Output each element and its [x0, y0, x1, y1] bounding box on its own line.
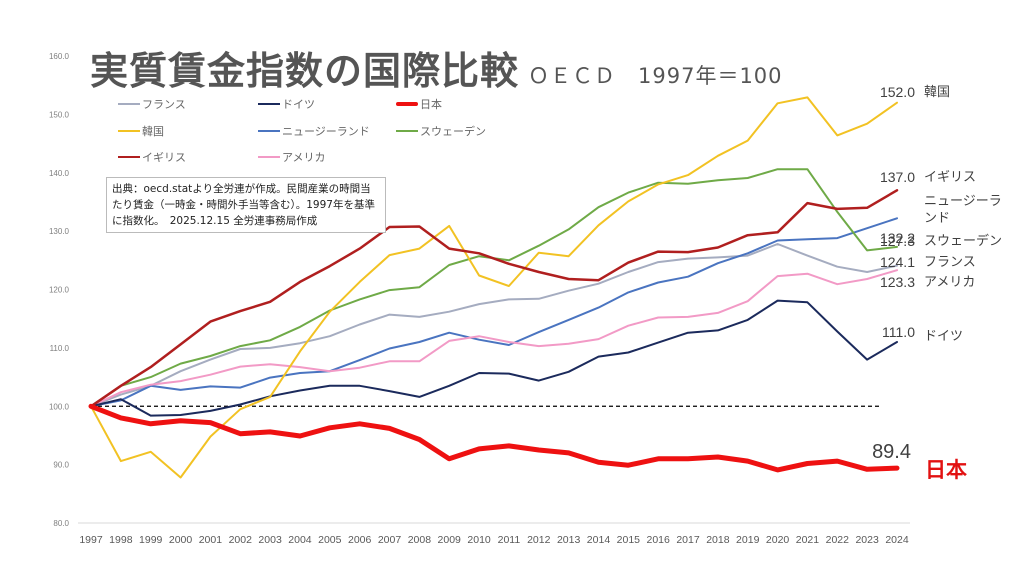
series-line-3 — [90, 96, 898, 479]
legend-item-germany: ドイツ — [258, 96, 315, 112]
end-value-label: 137.0 — [880, 169, 915, 185]
end-series-name: イギリス — [924, 170, 976, 185]
x-tick-label: 2002 — [229, 534, 253, 546]
end-series-name: アメリカ — [924, 275, 975, 290]
legend-item-korea: 韓国 — [118, 123, 164, 139]
end-value-label: 89.4 — [872, 441, 911, 463]
end-value-label: 124.1 — [880, 254, 915, 270]
series-lines — [88, 96, 900, 479]
x-tick-label: 2004 — [288, 534, 312, 546]
legend-label: フランス — [142, 98, 186, 111]
legend-swatch — [396, 130, 418, 132]
y-tick-label: 80.0 — [53, 519, 69, 528]
end-value-label: 152.0 — [880, 84, 915, 100]
legend-item-france: フランス — [118, 96, 186, 112]
series-line-6 — [89, 189, 899, 408]
x-tick-label: 2009 — [438, 534, 462, 546]
series-line-4 — [90, 217, 898, 408]
chart-subtitle: ＯＥＣＤ 1997年＝100 — [528, 64, 783, 88]
legend-swatch — [258, 103, 280, 105]
legend-swatch — [118, 130, 140, 132]
end-value-label: 132.2 — [880, 230, 915, 246]
end-series-name: ドイツ — [924, 329, 963, 344]
x-tick-label: 2001 — [199, 534, 223, 546]
x-tick-label: 2017 — [676, 534, 700, 546]
end-labels: 124.1 フランス 111.0 ドイツ 89.4 日本 152.0 韓国 132.2 ニュージー… — [872, 84, 1002, 482]
legend-label: イギリス — [142, 151, 186, 164]
end-series-name: ンド — [924, 211, 950, 226]
y-tick-label: 150.0 — [49, 110, 70, 119]
x-tick-label: 2023 — [855, 534, 879, 546]
legend-item-usa: アメリカ — [258, 149, 325, 165]
x-tick-label: 2024 — [885, 534, 909, 546]
end-series-name: ニュージーラ — [924, 194, 1002, 209]
x-tick-label: 2018 — [706, 534, 730, 546]
legend-label: 日本 — [420, 98, 442, 111]
x-tick-label: 2007 — [378, 534, 402, 546]
x-tick-label: 2013 — [557, 534, 581, 546]
legend-label: スウェーデン — [420, 125, 486, 138]
x-tick-label: 2015 — [617, 534, 641, 546]
end-value-label: 123.3 — [880, 274, 915, 290]
legend-swatch — [118, 103, 140, 105]
legend-label: アメリカ — [282, 151, 326, 164]
end-value-label: 127.3 — [880, 233, 915, 249]
y-tick-label: 110.0 — [50, 344, 70, 353]
x-tick-label: 2003 — [258, 534, 282, 546]
end-value-label: 111.0 — [882, 324, 915, 340]
legend-item-new-zealand: ニュージーランド — [258, 123, 370, 139]
x-tick-label: 2008 — [408, 534, 432, 546]
y-tick-label: 100.0 — [49, 402, 70, 411]
series-line-0 — [90, 243, 898, 408]
legend-label: ドイツ — [282, 98, 315, 111]
y-tick-label: 160.0 — [49, 52, 70, 61]
x-tick-label: 1998 — [109, 534, 133, 546]
legend-swatch — [118, 156, 140, 158]
y-tick-label: 140.0 — [49, 169, 70, 178]
y-axis-ticks: 80.0 90.0 100.0 110.0 120.0 130.0 140.0 150.0 16… — [49, 52, 70, 528]
end-series-name: 韓国 — [924, 85, 950, 100]
end-series-name: スウェーデン — [924, 233, 1002, 249]
series-line-2 — [88, 403, 900, 473]
series-line-1 — [90, 299, 898, 417]
legend-item-japan: 日本 — [396, 96, 442, 112]
x-tick-label: 2016 — [647, 534, 671, 546]
x-tick-label: 2020 — [766, 534, 790, 546]
legend-swatch — [258, 130, 280, 132]
x-tick-label: 2021 — [796, 534, 820, 546]
x-tick-label: 2000 — [169, 534, 193, 546]
x-tick-label: 2010 — [467, 534, 491, 546]
x-tick-label: 2011 — [498, 534, 521, 546]
legend-swatch — [396, 102, 418, 106]
legend-item-sweden: スウェーデン — [396, 123, 486, 139]
x-tick-label: 2006 — [348, 534, 372, 546]
legend-swatch — [258, 156, 280, 158]
x-axis-ticks: 1997 1998 1999 2000 2001 2002 2003 2004 2005 2006… — [79, 534, 909, 546]
end-series-name: 日本 — [925, 458, 967, 482]
x-tick-label: 2012 — [527, 534, 551, 546]
source-note: 出典：oecd.statより全労連が作成。民間産業の時間当たり賃金（一時金・時間… — [106, 177, 386, 233]
y-tick-label: 90.0 — [53, 461, 69, 470]
x-tick-label: 2022 — [826, 534, 850, 546]
legend-label: ニュージーランド — [282, 125, 370, 138]
y-tick-label: 130.0 — [49, 227, 70, 236]
x-tick-label: 2019 — [736, 534, 760, 546]
x-tick-label: 2005 — [318, 534, 342, 546]
x-tick-label: 2014 — [587, 534, 611, 546]
legend-label: 韓国 — [142, 125, 164, 138]
x-tick-label: 1999 — [139, 534, 163, 546]
end-series-name: フランス — [924, 255, 976, 270]
y-tick-label: 120.0 — [49, 286, 70, 295]
series-line-7 — [90, 269, 898, 408]
chart-title: 実質賃金指数の国際比較 — [90, 49, 520, 93]
legend-item-uk: イギリス — [118, 149, 186, 165]
x-tick-label: 1997 — [79, 534, 103, 546]
